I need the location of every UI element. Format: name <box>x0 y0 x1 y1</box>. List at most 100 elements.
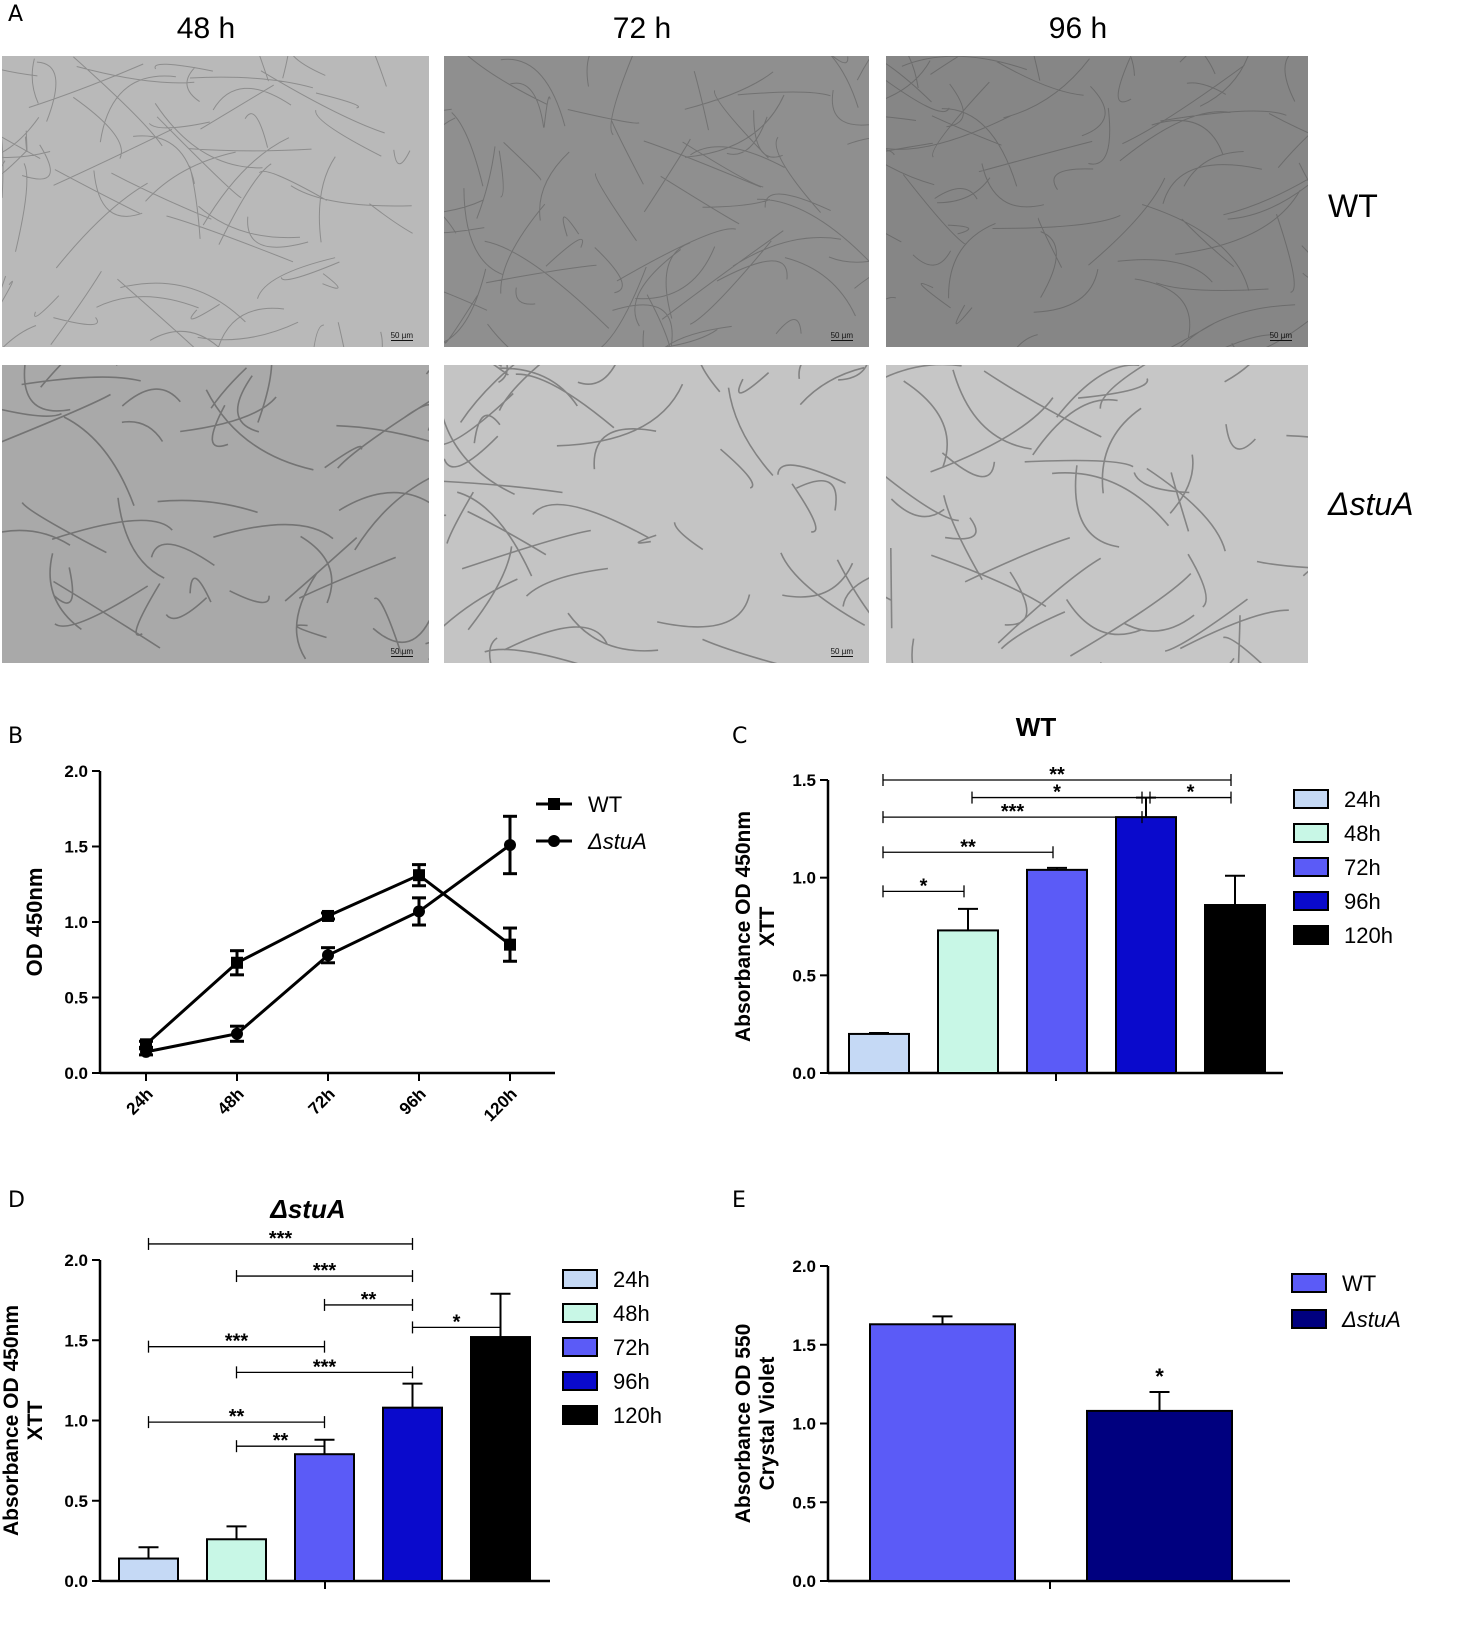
scale-bar-label: 50 µm <box>830 647 853 657</box>
significance-label: ** <box>229 1406 245 1428</box>
legend-marker <box>548 798 560 810</box>
micrograph-image: 50 µm <box>2 365 429 663</box>
bar-120h <box>470 1336 531 1582</box>
legend-label: WT <box>1342 1271 1376 1296</box>
chart-title: WT <box>1016 712 1057 742</box>
column-header-48h: 48 h <box>176 12 236 45</box>
significance-label: *** <box>269 1228 293 1250</box>
data-point-square <box>231 956 243 969</box>
legend-swatch <box>562 1337 598 1357</box>
legend-label: ΔstuA <box>1341 1307 1401 1332</box>
micrograph-image <box>886 365 1308 663</box>
bar-24h <box>118 1557 179 1582</box>
scale-bar-label: 50 µm <box>1269 331 1292 341</box>
bar-120h <box>1204 904 1266 1074</box>
y-tick-label: 1.0 <box>64 913 88 932</box>
y-tick-label: 0.5 <box>64 989 88 1008</box>
data-point-circle <box>413 905 425 918</box>
legend-label: 96h <box>613 1369 650 1394</box>
y-axis-label: OD 450nm <box>22 868 47 977</box>
legend-label: 48h <box>1344 821 1381 846</box>
data-point-circle <box>322 949 334 962</box>
hyphae-texture <box>444 365 869 663</box>
y-tick-label: 2.0 <box>792 1257 816 1276</box>
y-tick-label: 0.5 <box>792 966 816 985</box>
significance-label: ** <box>960 836 976 858</box>
scale-bar-label: 50 µm <box>390 647 413 657</box>
chart-title: ΔstuA <box>269 1194 345 1224</box>
hyphae-texture <box>2 365 429 660</box>
legend-swatch <box>562 1303 598 1323</box>
legend-label: WT <box>588 792 622 817</box>
y-tick-label: 1.5 <box>792 1336 816 1355</box>
bar-WT <box>869 1323 1016 1582</box>
y-axis-label-secondary: Crystal Violet <box>756 1357 779 1491</box>
micrograph-image: 50 µm <box>886 56 1308 347</box>
legend-label: 24h <box>1344 787 1381 812</box>
panel-label-d: D <box>8 1188 25 1213</box>
x-tick-label: 96h <box>396 1084 430 1118</box>
y-tick-label: 1.0 <box>64 1412 88 1431</box>
bar-48h <box>937 929 999 1074</box>
y-tick-label: 1.5 <box>64 1331 88 1350</box>
hyphae-texture <box>886 365 1308 663</box>
legend-swatch <box>1293 823 1329 843</box>
bar-72h <box>1026 868 1088 1074</box>
y-axis-label-secondary: XTT <box>756 907 779 947</box>
y-tick-label: 0.0 <box>64 1572 88 1591</box>
significance-label: * <box>453 1311 461 1333</box>
y-tick-label: 0.0 <box>792 1572 816 1591</box>
y-axis-label: Absorbance OD 450nm <box>732 811 755 1042</box>
significance-label: ** <box>1049 764 1065 786</box>
panel-label-c: C <box>732 724 748 749</box>
column-header-72h: 72 h <box>612 12 672 45</box>
data-point-square <box>413 869 425 882</box>
hyphae-texture <box>2 56 413 347</box>
legend-label: 120h <box>1344 923 1393 948</box>
chart-d-bar: 0.0 0.5 1.0 1.5 2.0 Absorbance OD 450nm XTT Δst… <box>0 1194 662 1591</box>
legend-swatch <box>1293 857 1329 877</box>
x-tick-label: 72h <box>305 1084 339 1118</box>
significance-label: *** <box>1001 801 1025 823</box>
significance-label: * <box>1053 782 1061 804</box>
micrograph-image: 50 µm <box>444 56 869 347</box>
x-tick-label: 120h <box>480 1084 521 1125</box>
micrograph-image: 50 µm <box>444 365 869 663</box>
legend-swatch <box>1291 1273 1327 1293</box>
legend-swatch <box>562 1269 598 1289</box>
legend-swatch <box>1291 1309 1327 1329</box>
data-point-square <box>322 909 334 922</box>
y-tick-label: 0.5 <box>792 1493 816 1512</box>
chart-b-line: 0.0 0.5 1.0 1.5 2.0 24h 48h 72h 96h 120h OD 450nm W… <box>22 762 647 1125</box>
scale-bar-label: 50 µm <box>390 331 413 341</box>
y-tick-label: 0.0 <box>64 1064 88 1083</box>
legend-label: 24h <box>613 1267 650 1292</box>
bar-ΔstuA <box>1086 1409 1233 1582</box>
scale-bar-label: 50 µm <box>830 331 853 341</box>
legend-swatch <box>1293 925 1329 945</box>
legend-swatch <box>562 1405 598 1425</box>
data-point-circle <box>140 1045 152 1058</box>
y-tick-label: 1.5 <box>792 771 816 790</box>
y-tick-label: 1.5 <box>64 838 88 857</box>
y-axis-label: Absorbance OD 450nm <box>0 1305 23 1536</box>
bar-96h <box>1115 816 1177 1075</box>
legend-swatch <box>1293 789 1329 809</box>
y-tick-label: 2.0 <box>64 1251 88 1270</box>
significance-star: * <box>1155 1364 1164 1389</box>
y-tick-label: 1.0 <box>792 1415 816 1434</box>
y-axis-label-secondary: XTT <box>24 1401 47 1441</box>
panel-label-b: B <box>8 724 24 749</box>
significance-label: *** <box>313 1356 337 1378</box>
y-tick-label: 0.0 <box>792 1064 816 1083</box>
significance-label: ** <box>361 1289 377 1311</box>
legend-swatch <box>562 1371 598 1391</box>
legend-label: 72h <box>613 1335 650 1360</box>
x-tick-label: 24h <box>123 1084 157 1118</box>
row-header-wt: WT <box>1328 188 1378 224</box>
significance-label: *** <box>313 1260 337 1282</box>
legend-label: ΔstuA <box>587 829 647 854</box>
y-tick-label: 0.5 <box>64 1492 88 1511</box>
y-tick-label: 1.0 <box>792 869 816 888</box>
y-tick-label: 2.0 <box>64 762 88 781</box>
